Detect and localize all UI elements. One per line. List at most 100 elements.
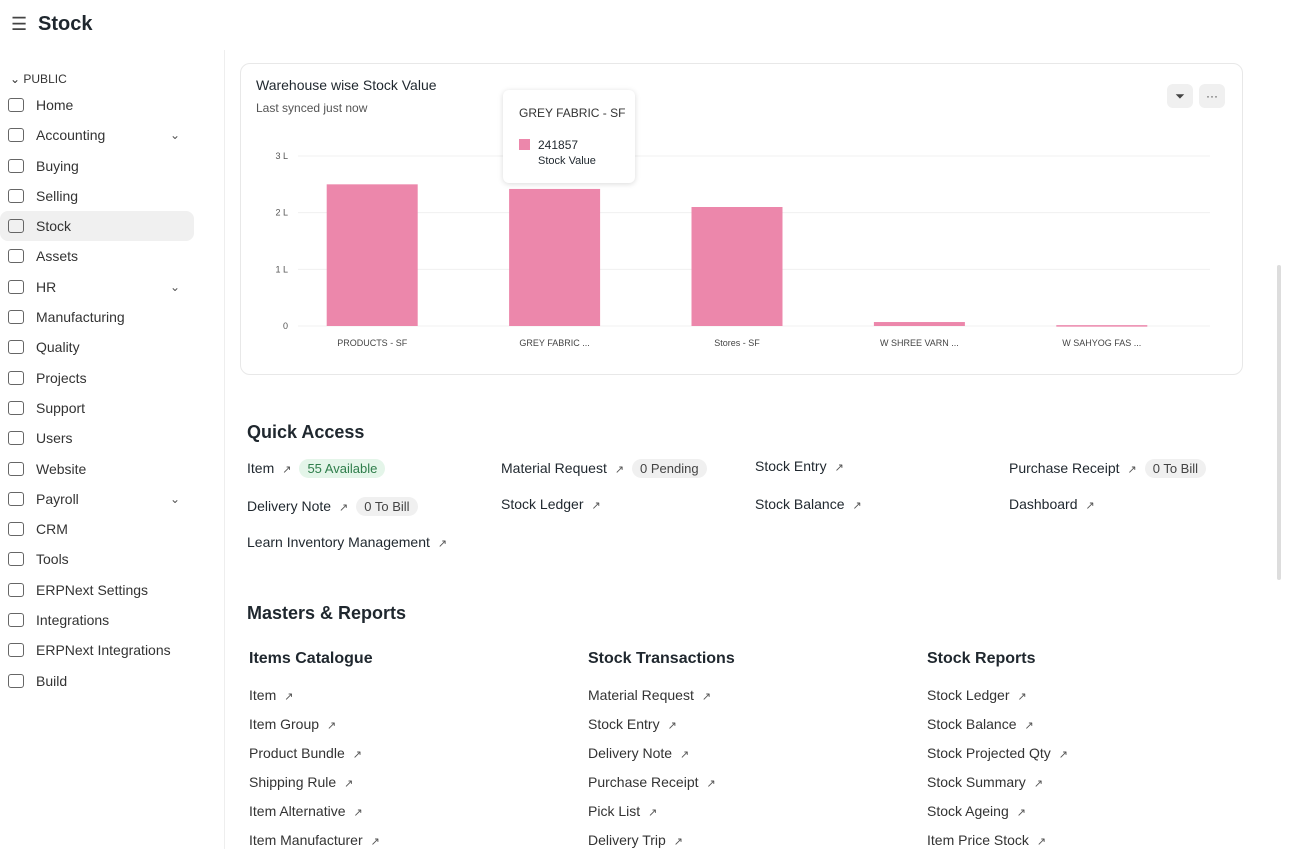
sidebar: ⌄ PUBLIC Home Accounting ⌄ Buying Selling Sto… bbox=[0, 68, 200, 696]
bar[interactable] bbox=[1056, 325, 1148, 327]
report-link[interactable]: Stock Entry ↗ bbox=[588, 716, 677, 732]
sidebar-item-erpnext-integrations[interactable]: ERPNext Integrations bbox=[0, 635, 194, 665]
arrow-up-right-icon: ↗ bbox=[673, 836, 684, 848]
y-tick-label: 3 L bbox=[275, 151, 288, 161]
sidebar-item-label: Accounting bbox=[36, 127, 106, 144]
link-label: Purchase Receipt bbox=[588, 774, 699, 790]
quick-link-label: Stock Balance bbox=[755, 496, 845, 512]
plug-icon bbox=[8, 613, 24, 628]
quick-link[interactable]: Stock Ledger ↗ bbox=[501, 496, 601, 512]
quick-link[interactable]: Material Request ↗ 0 Pending bbox=[501, 459, 707, 478]
count-badge: 0 To Bill bbox=[1144, 459, 1207, 478]
section-label: PUBLIC bbox=[23, 72, 67, 86]
page-title: Stock bbox=[38, 13, 93, 35]
arrow-up-right-icon: ↗ bbox=[648, 807, 658, 819]
chevron-down-icon[interactable]: ⌄ bbox=[169, 128, 180, 143]
report-link[interactable]: Item Group ↗ bbox=[249, 716, 336, 732]
sidebar-item-build[interactable]: Build bbox=[0, 666, 194, 696]
chevron-down-icon[interactable]: ⌄ bbox=[169, 491, 180, 506]
report-link[interactable]: Stock Ledger ↗ bbox=[927, 687, 1027, 703]
bar[interactable] bbox=[509, 188, 601, 326]
sidebar-item-projects[interactable]: Projects bbox=[0, 363, 194, 393]
column-heading: Stock Transactions bbox=[588, 650, 735, 667]
count-badge: 0 To Bill bbox=[356, 497, 418, 516]
chevron-down-icon[interactable]: ⌄ bbox=[169, 279, 180, 294]
arrow-up-right-icon: ↗ bbox=[591, 500, 601, 512]
scrollbar[interactable] bbox=[1277, 265, 1281, 580]
arrow-up-right-icon: ↗ bbox=[282, 464, 292, 476]
sidebar-item-hr[interactable]: HR ⌄ bbox=[0, 272, 194, 302]
filter-button[interactable]: ⏷ bbox=[1167, 84, 1193, 108]
report-link[interactable]: Pick List ↗ bbox=[588, 803, 657, 819]
arrow-up-right-icon: ↗ bbox=[1017, 691, 1027, 703]
report-link[interactable]: Purchase Receipt ↗ bbox=[588, 774, 716, 790]
sidebar-item-stock[interactable]: Stock bbox=[0, 211, 194, 242]
sidebar-item-label: HR bbox=[36, 278, 57, 295]
quick-link[interactable]: Item ↗ 55 Available bbox=[247, 459, 386, 478]
quick-link[interactable]: Stock Entry ↗ bbox=[755, 458, 844, 474]
sidebar-item-manufacturing[interactable]: Manufacturing bbox=[0, 302, 194, 332]
count-badge: 0 Pending bbox=[632, 459, 707, 478]
report-link[interactable]: Delivery Trip ↗ bbox=[588, 832, 683, 848]
arrow-up-right-icon: ↗ bbox=[370, 836, 380, 848]
sidebar-item-payroll[interactable]: Payroll ⌄ bbox=[0, 484, 194, 514]
arrow-up-right-icon: ↗ bbox=[437, 538, 448, 550]
quick-link[interactable]: Learn Inventory Management ↗ bbox=[247, 534, 447, 550]
column-heading: Items Catalogue bbox=[249, 650, 373, 667]
chart-tooltip: GREY FABRIC - SF 241857 Stock Value bbox=[503, 90, 635, 183]
bar[interactable] bbox=[873, 322, 965, 326]
tools-icon bbox=[8, 552, 24, 567]
sidebar-item-buying[interactable]: Buying bbox=[0, 151, 194, 181]
link-label: Item Group bbox=[249, 716, 320, 732]
report-link[interactable]: Item Price Stock ↗ bbox=[927, 832, 1046, 848]
sidebar-item-integrations[interactable]: Integrations bbox=[0, 605, 194, 635]
sidebar-item-selling[interactable]: Selling bbox=[0, 181, 194, 211]
settings-icon bbox=[8, 582, 24, 597]
sidebar-item-accounting[interactable]: Accounting ⌄ bbox=[0, 120, 194, 150]
report-link[interactable]: Item ↗ bbox=[249, 687, 293, 703]
sidebar-item-website[interactable]: Website bbox=[0, 454, 194, 484]
quick-link[interactable]: Purchase Receipt ↗ 0 To Bill bbox=[1009, 459, 1207, 478]
report-link[interactable]: Item Alternative ↗ bbox=[249, 803, 363, 819]
count-badge: 55 Available bbox=[299, 459, 386, 478]
pie-icon bbox=[8, 522, 24, 537]
arrow-up-right-icon: ↗ bbox=[1127, 464, 1137, 476]
sidebar-item-support[interactable]: Support bbox=[0, 393, 194, 423]
sidebar-item-users[interactable]: Users bbox=[0, 423, 194, 453]
more-button[interactable]: ··· bbox=[1199, 84, 1225, 108]
report-link[interactable]: Stock Summary ↗ bbox=[927, 774, 1043, 790]
x-tick-label: GREY FABRIC ... bbox=[519, 338, 589, 348]
sidebar-item-assets[interactable]: Assets bbox=[0, 241, 194, 271]
quick-link[interactable]: Stock Balance ↗ bbox=[755, 496, 862, 512]
sidebar-item-label: Build bbox=[36, 672, 68, 689]
quick-link[interactable]: Dashboard ↗ bbox=[1009, 496, 1095, 512]
arrow-up-right-icon: ↗ bbox=[353, 807, 363, 819]
bar[interactable] bbox=[691, 207, 783, 326]
report-link[interactable]: Delivery Note ↗ bbox=[588, 745, 689, 761]
sidebar-item-home[interactable]: Home bbox=[0, 90, 194, 120]
quick-link-label: Stock Entry bbox=[755, 458, 827, 474]
tooltip-swatch bbox=[519, 139, 530, 150]
arrow-up-right-icon: ↗ bbox=[701, 691, 712, 703]
report-link[interactable]: Stock Balance ↗ bbox=[927, 716, 1034, 732]
link-label: Stock Entry bbox=[588, 716, 660, 732]
report-link[interactable]: Item Manufacturer ↗ bbox=[249, 832, 380, 848]
sidebar-section[interactable]: ⌄ PUBLIC bbox=[10, 72, 67, 86]
arrow-up-right-icon: ↗ bbox=[614, 464, 625, 476]
report-link[interactable]: Stock Ageing ↗ bbox=[927, 803, 1026, 819]
sidebar-item-label: Assets bbox=[36, 248, 79, 265]
report-link[interactable]: Shipping Rule ↗ bbox=[249, 774, 353, 790]
quick-link[interactable]: Delivery Note ↗ 0 To Bill bbox=[247, 497, 418, 516]
bar[interactable] bbox=[326, 184, 418, 326]
sidebar-item-tools[interactable]: Tools bbox=[0, 544, 194, 574]
browser-icon bbox=[8, 461, 24, 476]
menu-icon[interactable]: ☰ bbox=[11, 14, 28, 34]
report-link[interactable]: Stock Projected Qty ↗ bbox=[927, 745, 1068, 761]
link-label: Item Alternative bbox=[249, 803, 346, 819]
sidebar-item-crm[interactable]: CRM bbox=[0, 514, 194, 544]
report-link[interactable]: Material Request ↗ bbox=[588, 687, 711, 703]
sidebar-item-quality[interactable]: Quality bbox=[0, 332, 194, 362]
quick-link-label: Learn Inventory Management bbox=[247, 534, 430, 550]
report-link[interactable]: Product Bundle ↗ bbox=[249, 745, 362, 761]
sidebar-item-erpnext-settings[interactable]: ERPNext Settings bbox=[0, 575, 194, 605]
